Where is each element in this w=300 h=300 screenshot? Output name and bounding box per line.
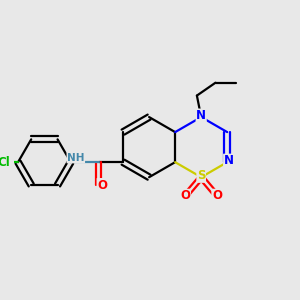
Text: N: N xyxy=(224,154,234,167)
Text: NH: NH xyxy=(67,153,85,163)
Text: Cl: Cl xyxy=(0,156,10,169)
Text: O: O xyxy=(212,189,222,202)
Text: O: O xyxy=(97,178,107,192)
Text: O: O xyxy=(180,189,190,202)
Text: N: N xyxy=(196,109,206,122)
Text: S: S xyxy=(197,169,206,182)
